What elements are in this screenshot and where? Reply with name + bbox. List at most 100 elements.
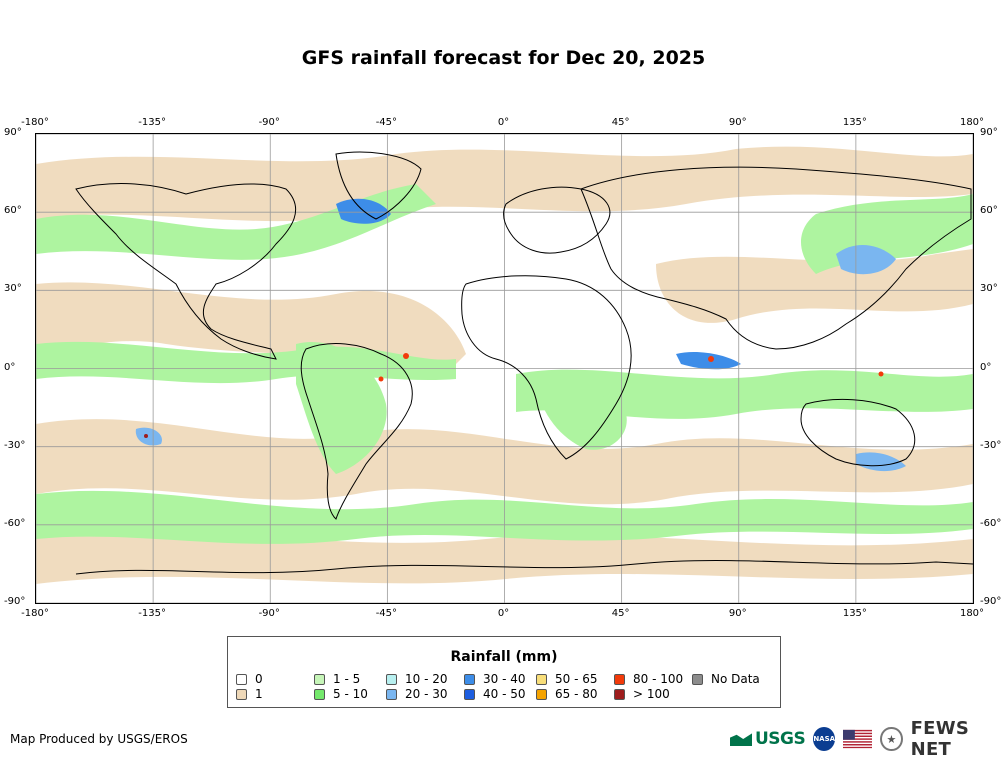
map-canvas bbox=[36, 134, 973, 603]
legend-swatch bbox=[236, 688, 247, 700]
usgs-wave-icon bbox=[730, 733, 752, 746]
graticule bbox=[36, 134, 973, 603]
legend-item: 5 - 10 bbox=[314, 687, 368, 701]
usgs-logo-text: USGS bbox=[755, 729, 806, 749]
rain-cell-extreme bbox=[378, 376, 384, 382]
legend-swatch bbox=[386, 688, 397, 700]
legend-title: Rainfall (mm) bbox=[450, 649, 558, 665]
longitude-tick-bottom: 135° bbox=[842, 608, 867, 619]
legend-item: 40 - 50 bbox=[464, 687, 526, 701]
antarctica-outline bbox=[75, 559, 973, 575]
rain-cell-extreme bbox=[403, 353, 409, 359]
greenland-outline bbox=[335, 151, 422, 220]
legend-swatch bbox=[464, 688, 475, 700]
legend-swatch bbox=[536, 688, 547, 700]
latitude-tick-right: 60° bbox=[980, 205, 998, 217]
state-department-seal-icon: ★ bbox=[880, 727, 903, 751]
legend-swatch bbox=[464, 673, 475, 685]
south-america-outline bbox=[300, 343, 413, 520]
legend-label: 50 - 65 bbox=[555, 672, 598, 686]
longitude-tick-top: -180° bbox=[21, 117, 49, 128]
longitude-tick-top: -135° bbox=[138, 117, 166, 128]
longitude-tick-top: -90° bbox=[258, 117, 280, 128]
legend-item: 10 - 20 bbox=[386, 672, 448, 686]
longitude-tick-bottom: 180° bbox=[959, 608, 985, 619]
legend-item: 80 - 100 bbox=[614, 672, 683, 686]
longitude-tick-bottom: 0° bbox=[497, 608, 510, 619]
legend-item: > 100 bbox=[614, 687, 670, 701]
legend-item: 0 bbox=[236, 672, 263, 686]
legend-label: 40 - 50 bbox=[483, 687, 526, 701]
longitude-tick-top: 180° bbox=[959, 117, 985, 128]
longitude-tick-top: -45° bbox=[375, 117, 398, 128]
legend-item: 20 - 30 bbox=[386, 687, 448, 701]
longitude-tick-top: 0° bbox=[497, 117, 510, 128]
legend-label: 30 - 40 bbox=[483, 672, 526, 686]
europe-outline bbox=[503, 186, 611, 254]
legend-swatch bbox=[236, 673, 247, 685]
latitude-tick-left: -30° bbox=[4, 439, 26, 451]
legend-label: 20 - 30 bbox=[405, 687, 448, 701]
legend-swatch bbox=[614, 673, 625, 685]
australia-outline bbox=[800, 398, 916, 467]
legend-label: > 100 bbox=[633, 687, 670, 701]
legend-item: No Data bbox=[692, 672, 760, 686]
latitude-tick-right: 90° bbox=[980, 127, 998, 138]
longitude-tick-top: 135° bbox=[842, 117, 867, 128]
rain-band-moderate bbox=[516, 369, 973, 419]
latitude-tick-right: 0° bbox=[980, 361, 992, 373]
legend-label: 65 - 80 bbox=[555, 687, 598, 701]
longitude-tick-bottom: -180° bbox=[21, 608, 49, 619]
latitude-tick-left: 90° bbox=[4, 127, 22, 138]
coastlines bbox=[75, 151, 973, 575]
latitude-tick-left: -90° bbox=[4, 596, 26, 607]
legend-item: 1 bbox=[236, 687, 263, 701]
legend-item: 30 - 40 bbox=[464, 672, 526, 686]
longitude-tick-bottom: 45° bbox=[611, 608, 630, 619]
legend-label: 0 bbox=[255, 672, 263, 686]
legend-swatch bbox=[314, 673, 325, 685]
rain-cell-extreme bbox=[878, 371, 884, 377]
rain-band-light bbox=[656, 249, 973, 323]
longitude-tick-bottom: -135° bbox=[138, 608, 166, 619]
legend-swatch bbox=[614, 688, 625, 700]
latitude-tick-right: -60° bbox=[980, 517, 1002, 529]
legend-item: 65 - 80 bbox=[536, 687, 598, 701]
legend-label: 10 - 20 bbox=[405, 672, 448, 686]
rain-band-moderate bbox=[536, 383, 627, 450]
legend-label: 1 bbox=[255, 687, 263, 701]
rain-band-moderate bbox=[296, 342, 387, 474]
africa-outline bbox=[461, 275, 632, 460]
rain-cell-heavy bbox=[856, 452, 906, 472]
map-title: GFS rainfall forecast for Dec 20, 2025 bbox=[301, 47, 706, 69]
longitude-tick-top: 45° bbox=[611, 117, 630, 128]
legend-swatch bbox=[692, 673, 703, 685]
legend-item: 1 - 5 bbox=[314, 672, 360, 686]
map-credit: Map Produced by USGS/EROS bbox=[10, 732, 188, 746]
us-flag-icon bbox=[843, 729, 873, 749]
rain-cell-heavy bbox=[135, 427, 162, 446]
usgs-logo: USGS bbox=[730, 729, 806, 749]
longitude-tick-bottom: -90° bbox=[258, 608, 280, 619]
legend-swatch bbox=[536, 673, 547, 685]
latitude-tick-left: 0° bbox=[4, 361, 16, 373]
north-america-outline bbox=[75, 183, 297, 360]
longitude-tick-bottom: -45° bbox=[375, 608, 398, 619]
legend-label: 1 - 5 bbox=[333, 672, 361, 686]
latitude-tick-right: 30° bbox=[980, 283, 998, 295]
legend-label: 5 - 10 bbox=[333, 687, 368, 701]
legend-label: No Data bbox=[711, 672, 760, 686]
longitude-tick-top: 90° bbox=[728, 117, 747, 128]
nasa-logo: NASA bbox=[813, 727, 836, 751]
legend-item: 50 - 65 bbox=[536, 672, 598, 686]
rain-cell-extreme bbox=[708, 356, 714, 362]
fews-net-logo: FEWS NET bbox=[910, 718, 970, 760]
latitude-tick-left: 60° bbox=[4, 205, 22, 217]
latitude-tick-right: -30° bbox=[980, 439, 1002, 451]
legend-label: 80 - 100 bbox=[633, 672, 684, 686]
rain-cell-heavy bbox=[836, 244, 896, 275]
rainfall-map bbox=[35, 133, 974, 604]
latitude-tick-right: -90° bbox=[980, 596, 1002, 607]
legend-swatch bbox=[314, 688, 325, 700]
